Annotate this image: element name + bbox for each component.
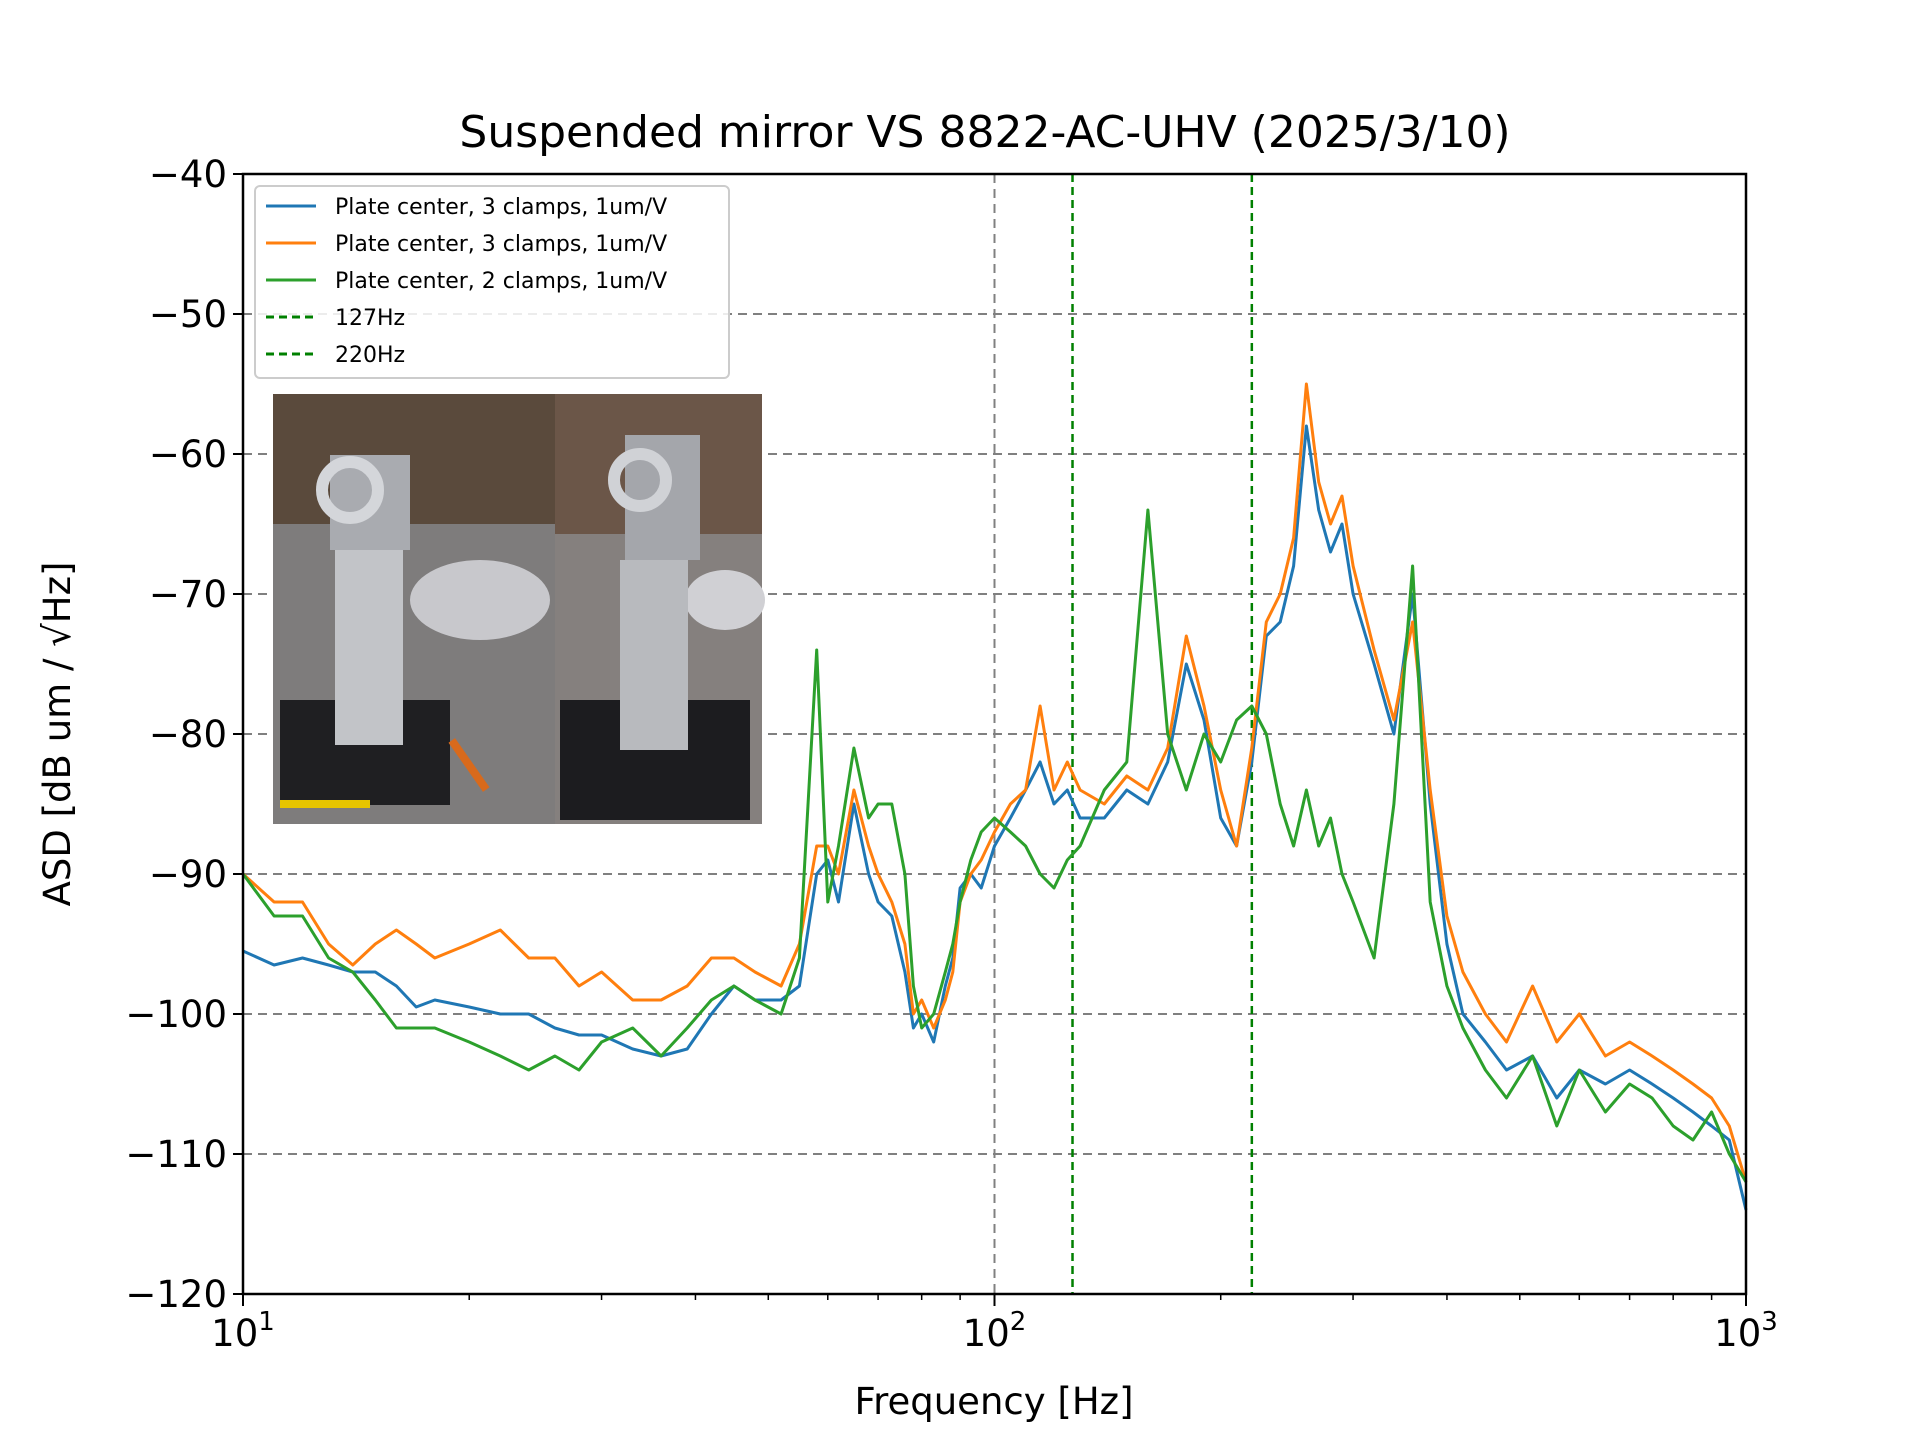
x-axis-ticks: 101 102 103 [211,1294,1778,1355]
legend-entry-2: Plate center, 2 clamps, 1um/V [266,269,667,294]
legend-label-3: 127Hz [335,306,405,331]
x-axis-label: Frequency [Hz] [854,1380,1133,1423]
inset-photo-background-left [273,394,555,524]
legend-entry-0: Plate center, 3 clamps, 1um/V [266,195,667,220]
legend: Plate center, 3 clamps, 1um/V Plate cent… [254,185,730,379]
inset-photo-ring-right [608,448,672,512]
y-tick-label: −50 [149,293,227,336]
y-tick-label: −120 [125,1273,227,1316]
legend-entry-1: Plate center, 3 clamps, 1um/V [266,232,667,257]
legend-entry-4: 220Hz [266,343,405,368]
inset-photo-tool-orange [448,738,490,792]
inset-photo-ring-left [316,456,384,524]
y-axis-label: ASD [dB um / √Hz] [36,562,79,907]
inset-photo-pillar-left [335,545,403,745]
y-tick-label: −100 [125,993,227,1036]
y-tick-label: −80 [149,713,227,756]
y-tick-label: −60 [149,433,227,476]
inset-photo-tool-yellow [280,800,370,808]
x-tick-label: 101 [211,1307,275,1355]
legend-box [254,185,730,379]
inset-photo-foil-left [410,560,550,640]
inset-photo-foil-right [685,570,765,630]
reference-lines [1071,174,1254,1294]
y-tick-label: −40 [149,153,227,196]
y-tick-label: −90 [149,853,227,896]
series-line-1 [241,382,1748,1183]
legend-label-0: Plate center, 3 clamps, 1um/V [335,195,667,220]
inset-photo-pillar-right [620,560,688,750]
x-tick-label: 103 [1714,1307,1778,1355]
series-lines [241,382,1748,1211]
y-tick-label: −70 [149,573,227,616]
grid [243,174,1746,1294]
chart-title: Suspended mirror VS 8822-AC-UHV (2025/3/… [459,107,1510,158]
legend-entry-3: 127Hz [266,306,405,331]
legend-label-4: 220Hz [335,343,405,368]
series-line-0 [242,424,1748,1211]
y-tick-label: −110 [125,1133,227,1176]
x-tick-label: 102 [963,1307,1027,1355]
series-line-2 [241,508,1748,1183]
legend-label-2: Plate center, 2 clamps, 1um/V [335,269,667,294]
inset-photo [273,394,765,824]
y-axis-ticks: −120 −110 −100 −90 −80 −70 −60 −50 −40 [125,153,243,1316]
legend-label-1: Plate center, 3 clamps, 1um/V [335,232,667,257]
